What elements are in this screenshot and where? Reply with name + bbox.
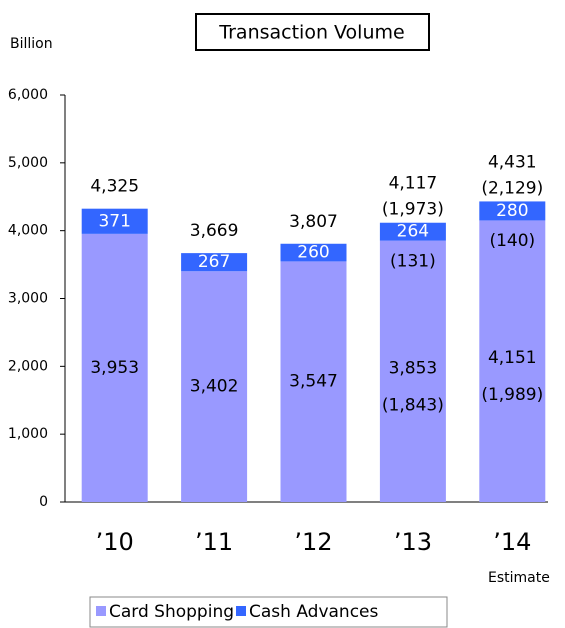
y-tick-label: 6,000 [8,87,48,103]
y-tick-label: 2,000 [8,358,48,374]
total-label: 4,117 [389,174,438,194]
title-box [195,13,430,51]
sub-label: (1,843) [382,395,444,415]
x-tick-label: ’14 [493,528,531,556]
annotation: Estimate [488,570,550,586]
value-label: 260 [297,243,329,263]
bar-segment [379,222,446,241]
y-tick-label: 1,000 [8,426,48,442]
bar-segment [280,243,347,262]
bar-segment [280,261,347,502]
bar-segment [81,233,148,502]
legend-swatch [236,606,246,616]
value-label: 267 [198,252,230,272]
x-tick-label: ’12 [294,528,332,556]
value-label: 3,402 [190,377,239,397]
y-tick-label: 4,000 [8,223,48,239]
value-label: 280 [496,201,528,221]
y-tick-label: 0 [39,494,48,510]
value-label: 3,953 [90,358,139,378]
legend-label: Cash Advances [249,602,379,622]
total-label: 4,431 [488,152,537,172]
x-tick-label: ’11 [195,528,233,556]
total-sub-label: (1,973) [382,200,444,220]
y-tick-label: 5,000 [8,155,48,171]
sub-label: (131) [390,252,436,272]
x-tick-label: ’13 [394,528,432,556]
total-label: 3,807 [289,212,338,232]
total-label: 3,669 [190,221,239,241]
sub-label: (140) [489,231,535,251]
chart-title: Transaction Volume [218,22,404,44]
value-label: 3,853 [389,358,438,378]
x-tick-label: ’10 [96,528,134,556]
total-label: 4,325 [90,177,139,197]
sub-label: (1,989) [481,385,543,405]
bar-segment [479,220,546,502]
y-tick-label: 3,000 [8,291,48,307]
legend-box [89,596,448,628]
legend-label: Card Shopping [109,602,234,622]
total-sub-label: (2,129) [481,178,543,198]
bar-segment [81,208,148,234]
value-label: 371 [98,211,130,231]
bar-segment [181,253,248,272]
bar-segment [479,201,546,221]
legend-swatch [96,606,106,616]
value-label: 4,151 [488,348,537,368]
bar-segment [379,240,446,502]
y-axis-label: Billion [10,36,53,52]
value-label: 3,547 [289,372,338,392]
value-label: 264 [397,222,429,242]
bar-segment [181,271,248,502]
